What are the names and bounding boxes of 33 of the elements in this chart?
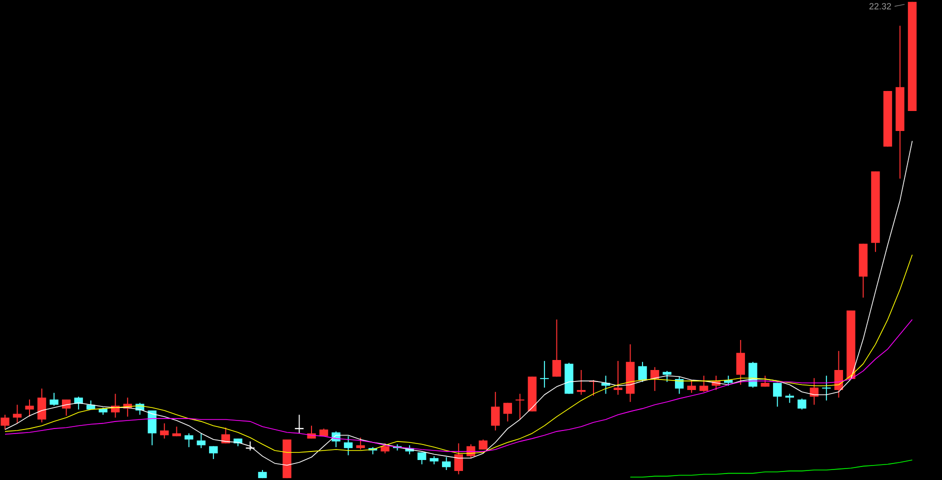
candlestick <box>699 375 708 392</box>
candlestick <box>773 382 782 408</box>
candlestick <box>0 414 10 430</box>
candlestick <box>662 370 672 382</box>
candlestick <box>687 380 696 394</box>
candlestick <box>209 446 218 460</box>
candlestick <box>614 360 622 396</box>
candlestick <box>540 360 549 388</box>
annotation: 22.32 <box>869 3 891 10</box>
candlestick <box>356 437 365 450</box>
candlestick <box>344 436 353 456</box>
candlestick <box>503 402 512 422</box>
candlestick <box>37 388 46 423</box>
candlestick <box>810 378 819 406</box>
candlestick <box>785 393 794 404</box>
candlestick <box>50 392 58 406</box>
candlestick <box>798 398 806 410</box>
candlestick <box>442 456 451 470</box>
candlestick <box>724 375 733 386</box>
candlestick <box>380 442 390 454</box>
candlestick <box>160 422 169 440</box>
candlestick <box>822 375 831 401</box>
candlestick <box>184 432 194 448</box>
candlestick <box>25 399 34 418</box>
candlestick <box>576 370 586 396</box>
candlestick <box>516 393 524 420</box>
candlestick <box>552 319 562 378</box>
candlestick <box>491 391 500 431</box>
candlestick <box>454 442 463 475</box>
candlestick <box>196 432 206 449</box>
candlestick <box>148 410 156 446</box>
candlestick <box>638 361 647 382</box>
candlestick <box>736 340 745 386</box>
